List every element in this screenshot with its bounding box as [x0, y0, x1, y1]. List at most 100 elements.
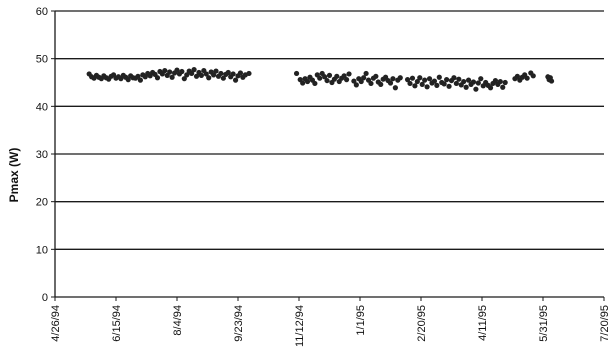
data-point: [424, 84, 430, 90]
y-tick-label: 50: [36, 54, 48, 66]
y-tick-label: 60: [36, 6, 48, 18]
data-point: [392, 85, 398, 91]
data-point: [312, 80, 318, 87]
data-point: [470, 79, 477, 85]
data-point: [478, 76, 484, 82]
data-point: [500, 84, 506, 90]
data-point: [230, 71, 236, 77]
data-point: [174, 67, 180, 73]
data-point: [487, 85, 494, 91]
data-point: [417, 75, 423, 81]
y-tick-label: 0: [42, 292, 48, 304]
data-point: [361, 75, 367, 81]
x-tick-label: 8/4/94: [172, 305, 184, 336]
data-point: [451, 75, 457, 81]
data-point: [154, 75, 161, 81]
data-point: [412, 83, 418, 89]
y-axis-label: Pmax (W): [7, 148, 21, 203]
data-point: [530, 73, 536, 79]
data-point: [497, 78, 503, 85]
data-point: [169, 74, 175, 80]
y-tick-label: 30: [36, 149, 48, 161]
data-point: [193, 73, 200, 79]
y-tick-label: 40: [36, 101, 48, 113]
data-point: [341, 73, 347, 79]
x-tick-label: 4/11/95: [477, 305, 489, 341]
axes: 0 10 20 30 40 50 60 4/26/94 6/15/94 8/4/94 9/23/94…: [36, 6, 611, 347]
data-point: [203, 71, 209, 77]
x-tick-label: 11/12/94: [294, 305, 306, 347]
data-point: [246, 70, 252, 77]
data-point: [461, 78, 467, 85]
data-point: [225, 69, 231, 76]
data-point: [548, 78, 555, 84]
data-point: [346, 71, 352, 77]
data-point: [473, 86, 479, 92]
data-point: [453, 80, 459, 87]
data-point: [414, 78, 420, 85]
data-point: [324, 77, 330, 84]
data-point: [502, 79, 508, 86]
data-point: [211, 72, 217, 78]
data-point: [409, 75, 416, 81]
x-tick-label: 1/1/95: [355, 305, 367, 336]
data-point: [475, 80, 481, 86]
data-point: [373, 73, 379, 79]
data-point: [179, 68, 185, 75]
grid-lines: [55, 10, 604, 250]
data-point: [189, 70, 195, 77]
data-point: [444, 77, 450, 83]
data-point: [368, 80, 374, 87]
data-point: [191, 67, 197, 73]
data-point: [232, 77, 239, 83]
x-tick-label: 9/23/94: [233, 305, 245, 342]
data-point: [162, 67, 168, 74]
data-point: [351, 78, 357, 84]
y-tick-label: 10: [36, 244, 48, 256]
data-point: [422, 77, 428, 83]
data-point: [167, 69, 173, 75]
data-points: [86, 67, 555, 92]
data-point: [463, 84, 469, 90]
y-tick-label: 20: [36, 197, 48, 209]
data-point: [326, 72, 333, 78]
data-point: [198, 72, 204, 78]
data-point: [434, 82, 440, 88]
data-point: [353, 82, 359, 88]
data-point: [304, 78, 311, 85]
data-point: [465, 77, 472, 83]
data-point: [390, 76, 396, 82]
data-point: [441, 81, 447, 87]
data-point: [317, 75, 323, 81]
data-point: [419, 81, 425, 88]
data-point: [213, 68, 219, 74]
data-point: [300, 80, 306, 86]
data-point: [343, 77, 350, 83]
x-tick-label: 7/20/95: [599, 305, 611, 342]
data-point: [363, 70, 369, 77]
data-point: [293, 70, 300, 77]
data-point: [446, 83, 452, 89]
data-point: [137, 77, 143, 83]
data-point: [397, 75, 403, 81]
data-point: [135, 73, 141, 79]
data-point: [524, 75, 530, 81]
data-point: [378, 81, 384, 88]
data-point: [514, 73, 520, 79]
data-point: [492, 77, 499, 84]
data-point: [322, 74, 328, 80]
data-point: [125, 77, 131, 83]
data-point: [184, 72, 190, 78]
data-point: [456, 76, 462, 82]
data-point: [436, 74, 442, 80]
x-tick-label: 5/31/95: [538, 305, 550, 342]
data-point: [358, 78, 364, 85]
data-point: [431, 78, 438, 84]
data-point: [426, 76, 433, 82]
x-tick-label: 6/15/94: [111, 305, 123, 342]
data-point: [404, 77, 411, 83]
data-point: [220, 75, 226, 81]
x-tick-label: 2/20/95: [416, 305, 428, 342]
data-point: [237, 70, 244, 76]
